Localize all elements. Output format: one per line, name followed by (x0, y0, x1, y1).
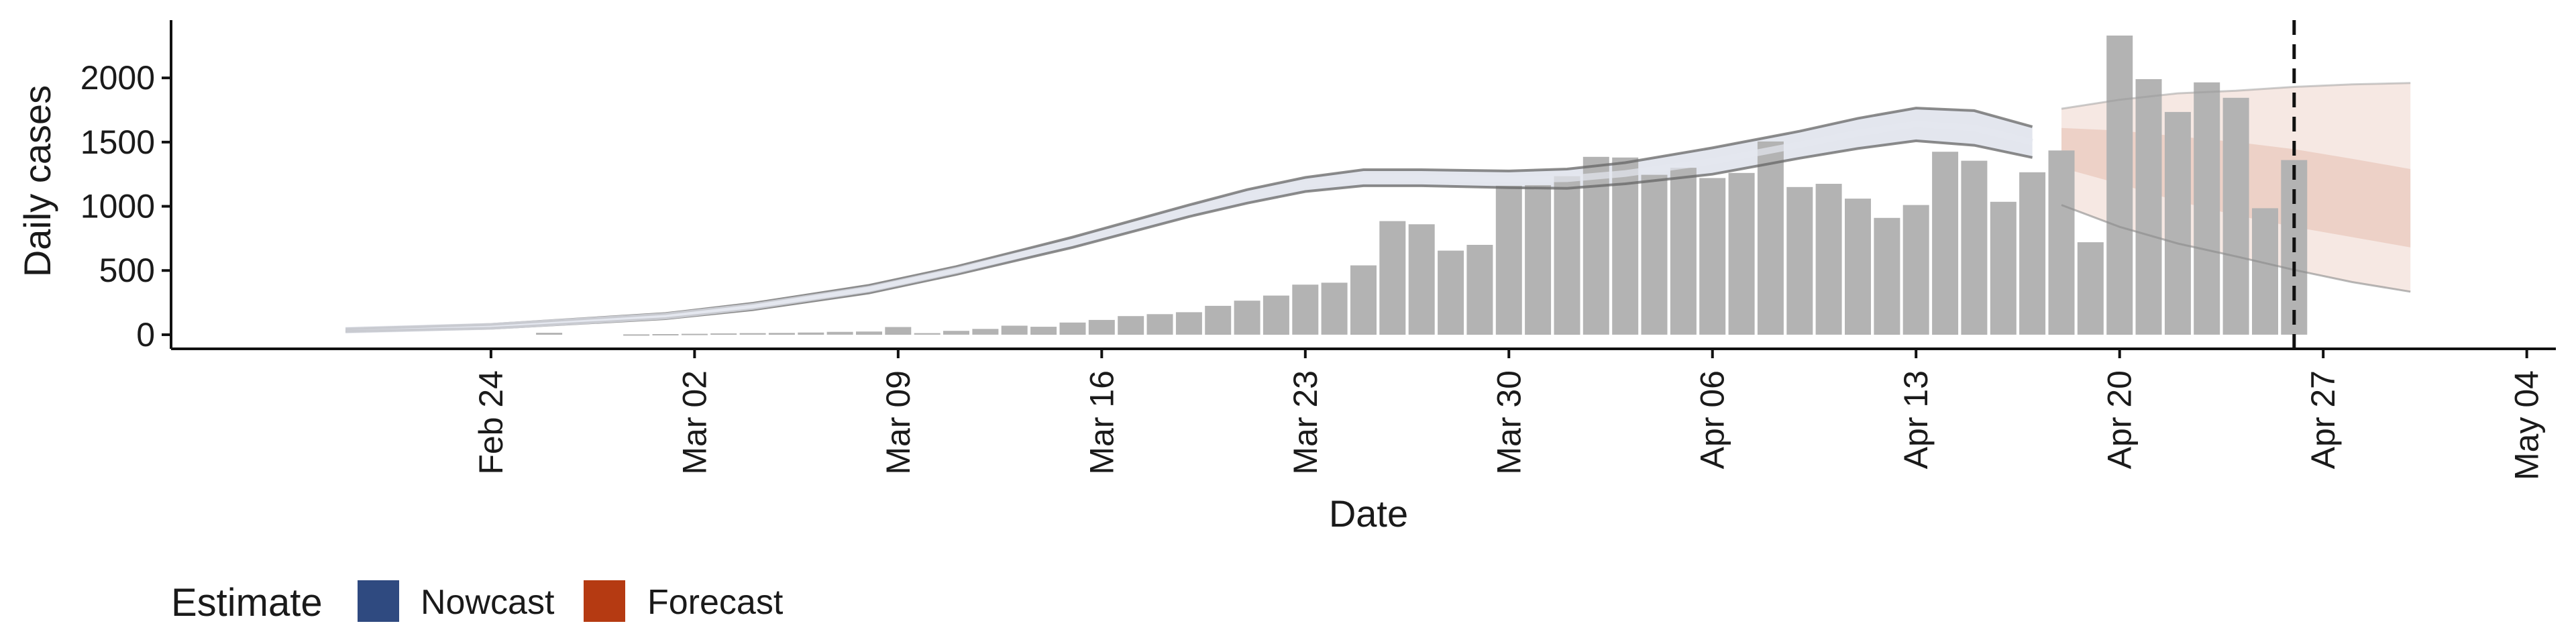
reported-cases-bar (652, 334, 679, 335)
x-tick-label: Apr 06 (1694, 370, 1731, 469)
estimate-lines (345, 82, 2411, 334)
reported-cases-bar (885, 327, 912, 335)
legend: Estimate Nowcast Forecast (171, 580, 784, 625)
legend-swatch-nowcast (358, 580, 399, 622)
reported-cases-bar (1786, 186, 1813, 335)
reported-cases-bar (1234, 301, 1260, 335)
reported-cases-bar (914, 333, 941, 335)
y-tick-label: 1500 (80, 123, 155, 161)
x-tick-label: May 04 (2508, 370, 2546, 480)
reported-cases-bar (1088, 319, 1115, 335)
reported-cases-bar (1001, 325, 1028, 335)
reported-cases-bar (1321, 282, 1348, 335)
reported-cases-bar (2048, 150, 2075, 335)
legend-label-forecast: Forecast (647, 583, 784, 622)
reported-cases-bar (1932, 152, 1959, 335)
legend-label-nowcast: Nowcast (421, 583, 555, 622)
x-tick-label: Mar 09 (879, 370, 917, 475)
nowcast-lower-line (345, 139, 2033, 333)
reported-cases-bar (1699, 178, 1726, 335)
reported-cases-bar (1990, 201, 2017, 335)
reported-cases-bar (972, 329, 999, 335)
reported-cases-bar (1408, 224, 1435, 335)
reported-cases-bar (826, 331, 853, 335)
reported-cases-bar (2019, 172, 2046, 335)
reported-cases-bar (1845, 199, 1871, 335)
reported-cases-bar (710, 333, 737, 335)
reported-cases-bars (536, 36, 2308, 336)
reported-cases-bar (1641, 174, 1668, 335)
reported-cases-bar (1495, 185, 1522, 335)
reported-cases-bar (2135, 79, 2162, 335)
reported-cases-bar (1612, 157, 1639, 335)
x-tick-label: Apr 27 (2304, 370, 2342, 469)
reported-cases-bar (1902, 205, 1929, 335)
y-axis-ticks: 0 500 1000 1500 2000 (80, 59, 171, 354)
reported-cases-bar (1525, 185, 1552, 335)
legend-title: Estimate (171, 581, 323, 625)
reported-cases-bar (1205, 305, 1232, 335)
reported-cases-bar (1757, 141, 1784, 335)
reported-cases-bar (739, 333, 766, 335)
reported-cases-bar (1438, 250, 1464, 335)
x-axis-title: Date (1329, 492, 1408, 535)
reported-cases-bar (1670, 168, 1697, 335)
reported-cases-bar (798, 332, 824, 335)
reported-cases-bar (536, 333, 563, 335)
reported-cases-bar (768, 333, 795, 335)
y-tick-label: 0 (136, 316, 155, 354)
reported-cases-bar (1350, 265, 1377, 335)
reported-cases-bar (2222, 97, 2249, 335)
reported-cases-bar (2077, 242, 2104, 335)
reported-cases-bar (2252, 208, 2278, 335)
reported-cases-bar (1059, 322, 1086, 335)
x-tick-label: Mar 16 (1083, 370, 1120, 475)
reported-cases-bar (1292, 284, 1319, 335)
y-axis-title: Daily cases (16, 85, 58, 277)
y-tick-label: 2000 (80, 59, 155, 97)
reported-cases-bar (1118, 316, 1144, 335)
reported-cases-bar (2164, 111, 2191, 335)
reported-cases-bar (623, 334, 650, 336)
reported-cases-bar (1554, 176, 1580, 335)
axes (170, 20, 2556, 350)
reported-cases-bar (2106, 36, 2133, 335)
reported-cases-bar (943, 331, 969, 335)
reported-cases-bar (2194, 82, 2220, 335)
x-tick-label: Feb 24 (472, 370, 510, 475)
nowcast-median-line (345, 120, 2033, 334)
reported-cases-bar (681, 333, 708, 335)
x-tick-label: Apr 13 (1897, 370, 1935, 469)
reported-cases-bar (1582, 156, 1609, 335)
reported-cases-bar (856, 331, 882, 335)
forecast-upper-line (2061, 82, 2411, 110)
forecast-lower-line (2061, 204, 2411, 293)
reported-cases-bar (1728, 172, 1755, 335)
x-tick-label: Apr 20 (2101, 370, 2139, 469)
x-axis-ticks: Feb 24 Mar 02 Mar 09 Mar 16 Mar 23 Mar 30 Apr … (472, 349, 2546, 480)
reported-cases-bar (1263, 295, 1289, 335)
reported-cases-bar (1961, 160, 1988, 335)
reported-cases-bar (1874, 217, 1900, 335)
y-tick-label: 1000 (80, 188, 155, 225)
y-tick-label: 500 (99, 252, 155, 289)
reported-cases-bar (1379, 221, 1406, 335)
x-tick-label: Mar 02 (676, 370, 713, 475)
reported-cases-bar (1146, 314, 1173, 335)
reported-cases-bar (1466, 245, 1493, 335)
reported-cases-bar (1030, 327, 1057, 335)
x-tick-label: Mar 23 (1287, 370, 1324, 475)
legend-swatch-forecast (584, 580, 625, 622)
reported-cases-bar (1815, 184, 1842, 335)
reported-cases-bar (1175, 312, 1202, 335)
x-tick-label: Mar 30 (1490, 370, 1527, 475)
